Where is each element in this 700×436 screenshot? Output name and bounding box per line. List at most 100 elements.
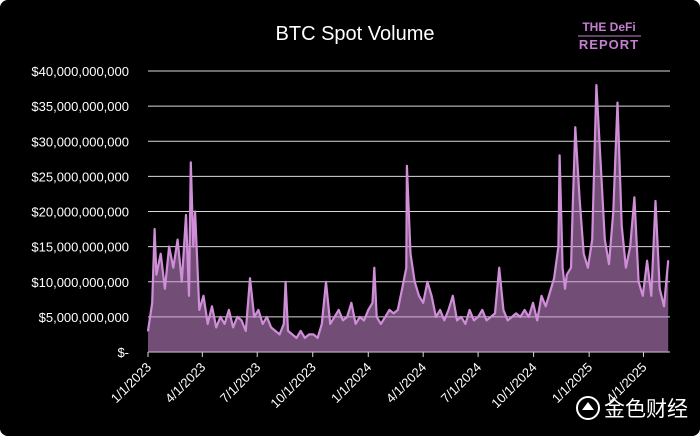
data-point: [650, 295, 653, 297]
data-point: [591, 238, 593, 241]
data-point: [155, 273, 158, 276]
logo-line1: THE DeFi: [582, 20, 635, 34]
data-point: [181, 281, 183, 283]
data-point: [502, 309, 505, 311]
watermark-coin-icon: [576, 396, 600, 420]
data-point: [168, 245, 170, 248]
defi-report-logo: THE DeFi REPORT: [578, 20, 641, 52]
data-point: [570, 266, 572, 269]
data-point: [312, 333, 315, 336]
data-point: [164, 288, 166, 290]
data-point: [236, 316, 239, 318]
data-point: [397, 309, 399, 311]
data-point: [367, 309, 370, 311]
data-point: [299, 330, 302, 332]
data-point: [435, 316, 437, 318]
data-point: [553, 277, 555, 280]
data-point: [380, 323, 382, 325]
data-point: [384, 316, 387, 318]
series-volume: [146, 84, 670, 352]
data-point: [261, 323, 264, 325]
data-point: [406, 165, 408, 167]
y-tick-label: $15,000,000,000: [31, 240, 129, 255]
data-point: [409, 252, 412, 255]
data-point: [608, 263, 610, 266]
y-tick-label: $30,000,000,000: [31, 134, 129, 149]
data-point: [572, 203, 574, 206]
data-point: [426, 281, 429, 283]
data-point: [587, 266, 589, 269]
data-point: [532, 302, 534, 304]
data-point: [392, 312, 395, 315]
data-point: [270, 326, 272, 329]
data-point: [612, 210, 615, 213]
data-point: [557, 245, 560, 248]
data-point: [401, 288, 403, 290]
data-point: [388, 309, 391, 311]
data-point: [192, 245, 195, 248]
data-point: [604, 238, 606, 241]
data-point: [544, 305, 547, 308]
data-point: [515, 312, 517, 315]
data-point: [159, 252, 162, 255]
data-point: [202, 295, 205, 297]
data-point: [642, 295, 644, 297]
data-point: [528, 316, 530, 318]
data-point: [253, 316, 255, 318]
data-point: [490, 316, 492, 318]
y-axis-tick-labels: $- $5,000,000,000 $10,000,000,000 $15,000,0…: [31, 64, 129, 360]
data-point: [206, 323, 209, 325]
data-point: [316, 337, 319, 339]
data-point: [308, 333, 310, 336]
data-point: [342, 319, 344, 322]
data-point: [240, 319, 243, 322]
data-point: [549, 291, 551, 294]
y-tick-label: $25,000,000,000: [31, 169, 129, 184]
data-point: [485, 319, 488, 322]
data-point: [329, 323, 332, 325]
data-point: [498, 266, 501, 269]
data-point: [473, 319, 475, 322]
data-point: [346, 316, 348, 318]
data-point: [176, 238, 179, 241]
logo-line2: REPORT: [579, 37, 639, 52]
data-point: [667, 259, 669, 262]
data-point: [245, 330, 247, 332]
data-point: [561, 266, 564, 269]
data-point: [443, 319, 446, 322]
data-point: [413, 281, 416, 283]
data-point: [540, 295, 543, 297]
data-point: [506, 319, 509, 322]
data-point: [566, 273, 568, 276]
data-point: [654, 200, 657, 202]
watermark-triangle-icon: [582, 402, 594, 410]
data-point: [194, 210, 196, 213]
data-point: [422, 302, 425, 304]
data-point: [172, 266, 175, 269]
data-point: [215, 326, 217, 329]
data-point: [616, 101, 619, 104]
data-point: [257, 309, 260, 311]
data-point: [153, 228, 156, 230]
data-point: [266, 316, 268, 318]
data-point: [582, 252, 585, 255]
data-point: [511, 316, 513, 318]
data-point: [274, 330, 277, 332]
data-point: [418, 295, 420, 297]
data-point: [519, 316, 522, 318]
y-tick-label: $5,000,000,000: [39, 310, 129, 325]
data-point: [658, 288, 661, 290]
data-point: [228, 309, 230, 311]
data-point: [629, 245, 631, 248]
data-point: [494, 312, 496, 315]
data-point: [663, 305, 665, 308]
data-point: [564, 288, 566, 290]
data-point: [460, 316, 463, 318]
data-point: [283, 323, 285, 325]
data-point: [185, 214, 187, 216]
data-point: [558, 154, 561, 157]
data-point: [620, 224, 623, 227]
data-point: [190, 161, 192, 164]
